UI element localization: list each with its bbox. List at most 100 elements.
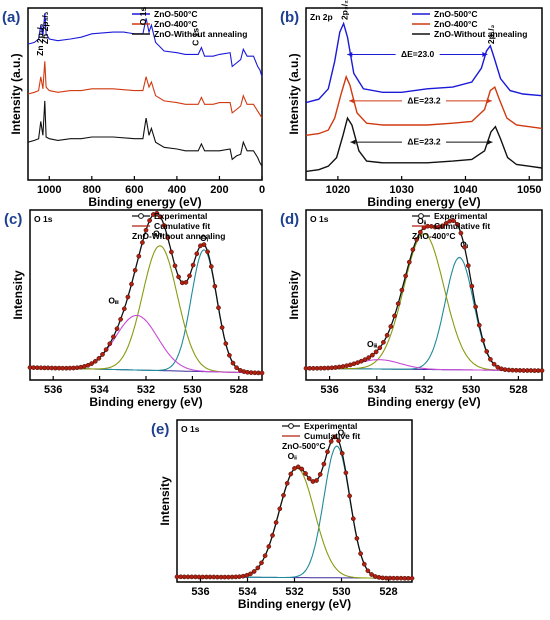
experimental-point: [281, 492, 286, 498]
x-tick-label: 0: [259, 184, 265, 196]
experimental-point: [223, 341, 229, 346]
experimental-point: [361, 561, 367, 567]
experimental-point: [539, 368, 545, 373]
experimental-point: [187, 273, 192, 279]
experimental-point: [165, 235, 171, 241]
arrow-head: [349, 98, 355, 104]
legend-swatch-marker: [138, 213, 144, 219]
panel-label: (b): [280, 9, 299, 26]
delta-e-label: ΔE=23.2: [407, 137, 441, 147]
delta-e-label: ΔE=23.0: [401, 49, 435, 59]
experimental-point: [277, 506, 283, 512]
experimental-point: [358, 551, 363, 556]
experimental-point: [273, 520, 279, 525]
x-tick-label: 534: [238, 586, 257, 598]
experimental-point: [314, 478, 319, 483]
experimental-point: [480, 337, 486, 343]
x-tick-label: 530: [183, 384, 201, 396]
delta-e-label-bg: [402, 136, 446, 146]
series-line: [305, 74, 543, 136]
experimental-point: [161, 223, 167, 228]
component-label: Oᵢᵢ: [417, 216, 426, 226]
experimental-point: [339, 450, 345, 456]
legend-entry: Experimental: [304, 421, 357, 431]
experimental-point: [306, 476, 312, 481]
experimental-point: [347, 493, 352, 499]
experimental-point: [317, 472, 323, 477]
experimental-point: [251, 569, 257, 574]
chart-panel-c: 536 534 532 530 528 Binding energy (eV) Intens…: [4, 209, 265, 409]
arrow-head: [486, 98, 492, 104]
x-tick-label: 1030: [389, 184, 413, 196]
x-axis-title: Binding energy (eV): [89, 395, 202, 409]
x-tick-label: 528: [509, 384, 527, 396]
experimental-point: [406, 259, 412, 265]
y-axis-title: Intensity: [287, 270, 301, 320]
experimental-point: [410, 247, 416, 252]
panel-inner-title: Zn 2p: [310, 12, 333, 22]
experimental-point: [295, 464, 301, 470]
peak-label: 2p₃/₂: [339, 0, 349, 20]
x-tick-label: 800: [83, 184, 101, 196]
legend-entry: Cumulative fit: [154, 221, 210, 231]
experimental-point: [92, 358, 98, 364]
experimental-point: [350, 516, 356, 522]
experimental-point: [443, 221, 449, 226]
experimental-point: [399, 287, 405, 293]
experimental-point: [328, 439, 334, 444]
arrow-head: [482, 51, 488, 57]
panel-inner-title: O 1s: [34, 214, 53, 224]
experimental-point: [414, 237, 419, 242]
legend-entry: Experimental: [154, 211, 207, 221]
experimental-point: [409, 575, 415, 581]
arrow-head: [347, 51, 353, 57]
x-tick-label: 400: [168, 184, 186, 196]
component-curve: [306, 233, 542, 372]
experimental-point: [190, 262, 196, 268]
chart-panel-b: 1020 1030 1040 1050 Binding energy (eV) Inten…: [280, 0, 543, 209]
x-tick-label: 534: [90, 384, 109, 396]
legend-entry: Experimental: [434, 211, 487, 221]
legend-entry: ZnO-400°C: [434, 19, 478, 29]
experimental-point: [212, 283, 218, 289]
experimental-point: [125, 294, 131, 300]
arrow-head: [350, 139, 356, 145]
legend-entry: ZnO-400°C: [412, 231, 456, 241]
experimental-point: [136, 253, 142, 259]
experimental-point: [388, 324, 394, 329]
experimental-point: [205, 249, 210, 255]
series-line: [27, 61, 263, 119]
x-axis-title: Binding energy (eV): [367, 195, 480, 209]
experimental-point: [465, 263, 471, 268]
legend-entry: ZnO-400°C: [154, 19, 198, 29]
experimental-point: [370, 352, 375, 358]
experimental-point: [230, 360, 236, 366]
experimental-point: [476, 322, 482, 328]
experimental-point: [183, 280, 189, 285]
component-curve: [30, 245, 262, 374]
experimental-point: [172, 263, 178, 269]
x-tick-label: 534: [368, 384, 387, 396]
y-axis-title: Intensity (a.u.): [9, 53, 23, 134]
experimental-point: [403, 273, 408, 279]
experimental-point: [107, 341, 113, 347]
x-tick-label: 200: [210, 184, 228, 196]
experimental-point: [248, 571, 253, 577]
delta-e-label-bg: [402, 94, 446, 104]
delta-e-label-bg: [395, 48, 440, 58]
x-tick-label: 528: [379, 586, 397, 598]
experimental-point: [129, 281, 134, 287]
component-label: Oᵢᵢ: [153, 228, 162, 238]
legend-entry: ZnO-500°C: [282, 441, 326, 451]
experimental-point: [266, 544, 272, 549]
x-tick-label: 536: [191, 586, 209, 598]
experimental-point: [158, 214, 163, 220]
legend-swatch-marker: [418, 213, 424, 219]
experimental-point: [451, 218, 456, 224]
peak-label: 2p₁/₂: [486, 24, 496, 44]
experimental-point: [440, 223, 445, 229]
experimental-point: [111, 334, 116, 340]
experimental-point: [259, 370, 265, 376]
experimental-point: [169, 249, 174, 255]
experimental-point: [336, 438, 341, 444]
